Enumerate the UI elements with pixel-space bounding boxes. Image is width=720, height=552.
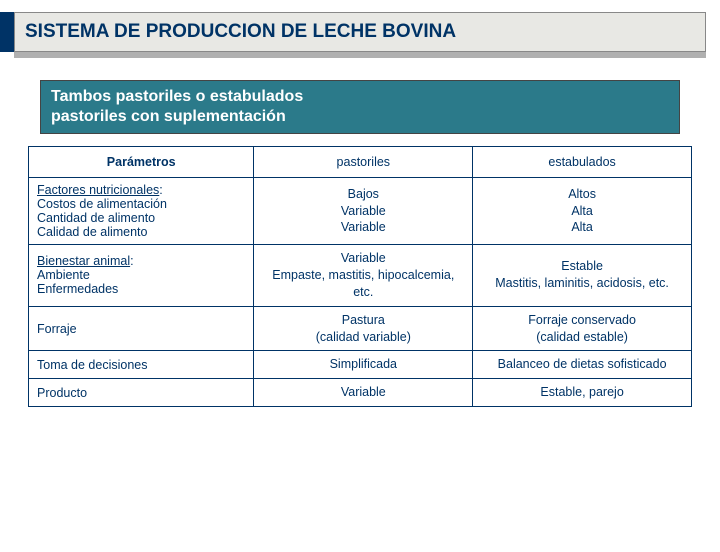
pastoriles-cell: Simplificada: [254, 351, 473, 379]
estabulados-cell: AltosAltaAlta: [473, 178, 692, 245]
page-title: SISTEMA DE PRODUCCION DE LECHE BOVINA: [25, 21, 456, 43]
subtitle-bar: Tambos pastoriles o estabulados pastoril…: [40, 80, 680, 134]
table-row: Bienestar animal:AmbienteEnfermedadesVar…: [29, 245, 692, 307]
estabulados-cell: Estable, parejo: [473, 379, 692, 407]
table-header-row: Parámetros pastoriles estabulados: [29, 147, 692, 178]
param-cell: Bienestar animal:AmbienteEnfermedades: [29, 245, 254, 307]
col-header-estabulados: estabulados: [473, 147, 692, 178]
col-header-parametros: Parámetros: [29, 147, 254, 178]
table-row: Toma de decisiones SimplificadaBalanceo d…: [29, 351, 692, 379]
title-main: SISTEMA DE PRODUCCION DE LECHE BOVINA: [14, 12, 706, 52]
title-bar: SISTEMA DE PRODUCCION DE LECHE BOVINA: [14, 12, 706, 58]
pastoriles-cell: Pastura(calidad variable): [254, 306, 473, 351]
table-row: Producto VariableEstable, parejo: [29, 379, 692, 407]
param-cell: Producto: [29, 379, 254, 407]
comparison-table: Parámetros pastoriles estabulados Factor…: [28, 146, 692, 407]
pastoriles-cell: VariableEmpaste, mastitis, hipocalcemia,…: [254, 245, 473, 307]
table-body: Factores nutricionales:Costos de aliment…: [29, 178, 692, 407]
param-text: Producto: [37, 386, 87, 400]
param-cell: Toma de decisiones: [29, 351, 254, 379]
subtitle-line2: pastoriles con suplementación: [51, 107, 669, 127]
pastoriles-cell: Variable: [254, 379, 473, 407]
estabulados-cell: EstableMastitis, laminitis, acidosis, et…: [473, 245, 692, 307]
param-cell: Forraje: [29, 306, 254, 351]
comparison-table-wrap: Parámetros pastoriles estabulados Factor…: [28, 146, 692, 407]
param-underline: Factores nutricionales: [37, 183, 159, 197]
param-cell: Factores nutricionales:Costos de aliment…: [29, 178, 254, 245]
subtitle-line1: Tambos pastoriles o estabulados: [51, 87, 669, 107]
col-header-pastoriles: pastoriles: [254, 147, 473, 178]
pastoriles-cell: BajosVariableVariable: [254, 178, 473, 245]
param-underline: Bienestar animal: [37, 254, 130, 268]
table-row: Factores nutricionales:Costos de aliment…: [29, 178, 692, 245]
param-text: Toma de decisiones: [37, 358, 147, 372]
estabulados-cell: Forraje conservado(calidad estable): [473, 306, 692, 351]
estabulados-cell: Balanceo de dietas sofisticado: [473, 351, 692, 379]
table-row: Forraje Pastura(calidad variable)Forraje …: [29, 306, 692, 351]
param-text: Forraje: [37, 322, 77, 336]
